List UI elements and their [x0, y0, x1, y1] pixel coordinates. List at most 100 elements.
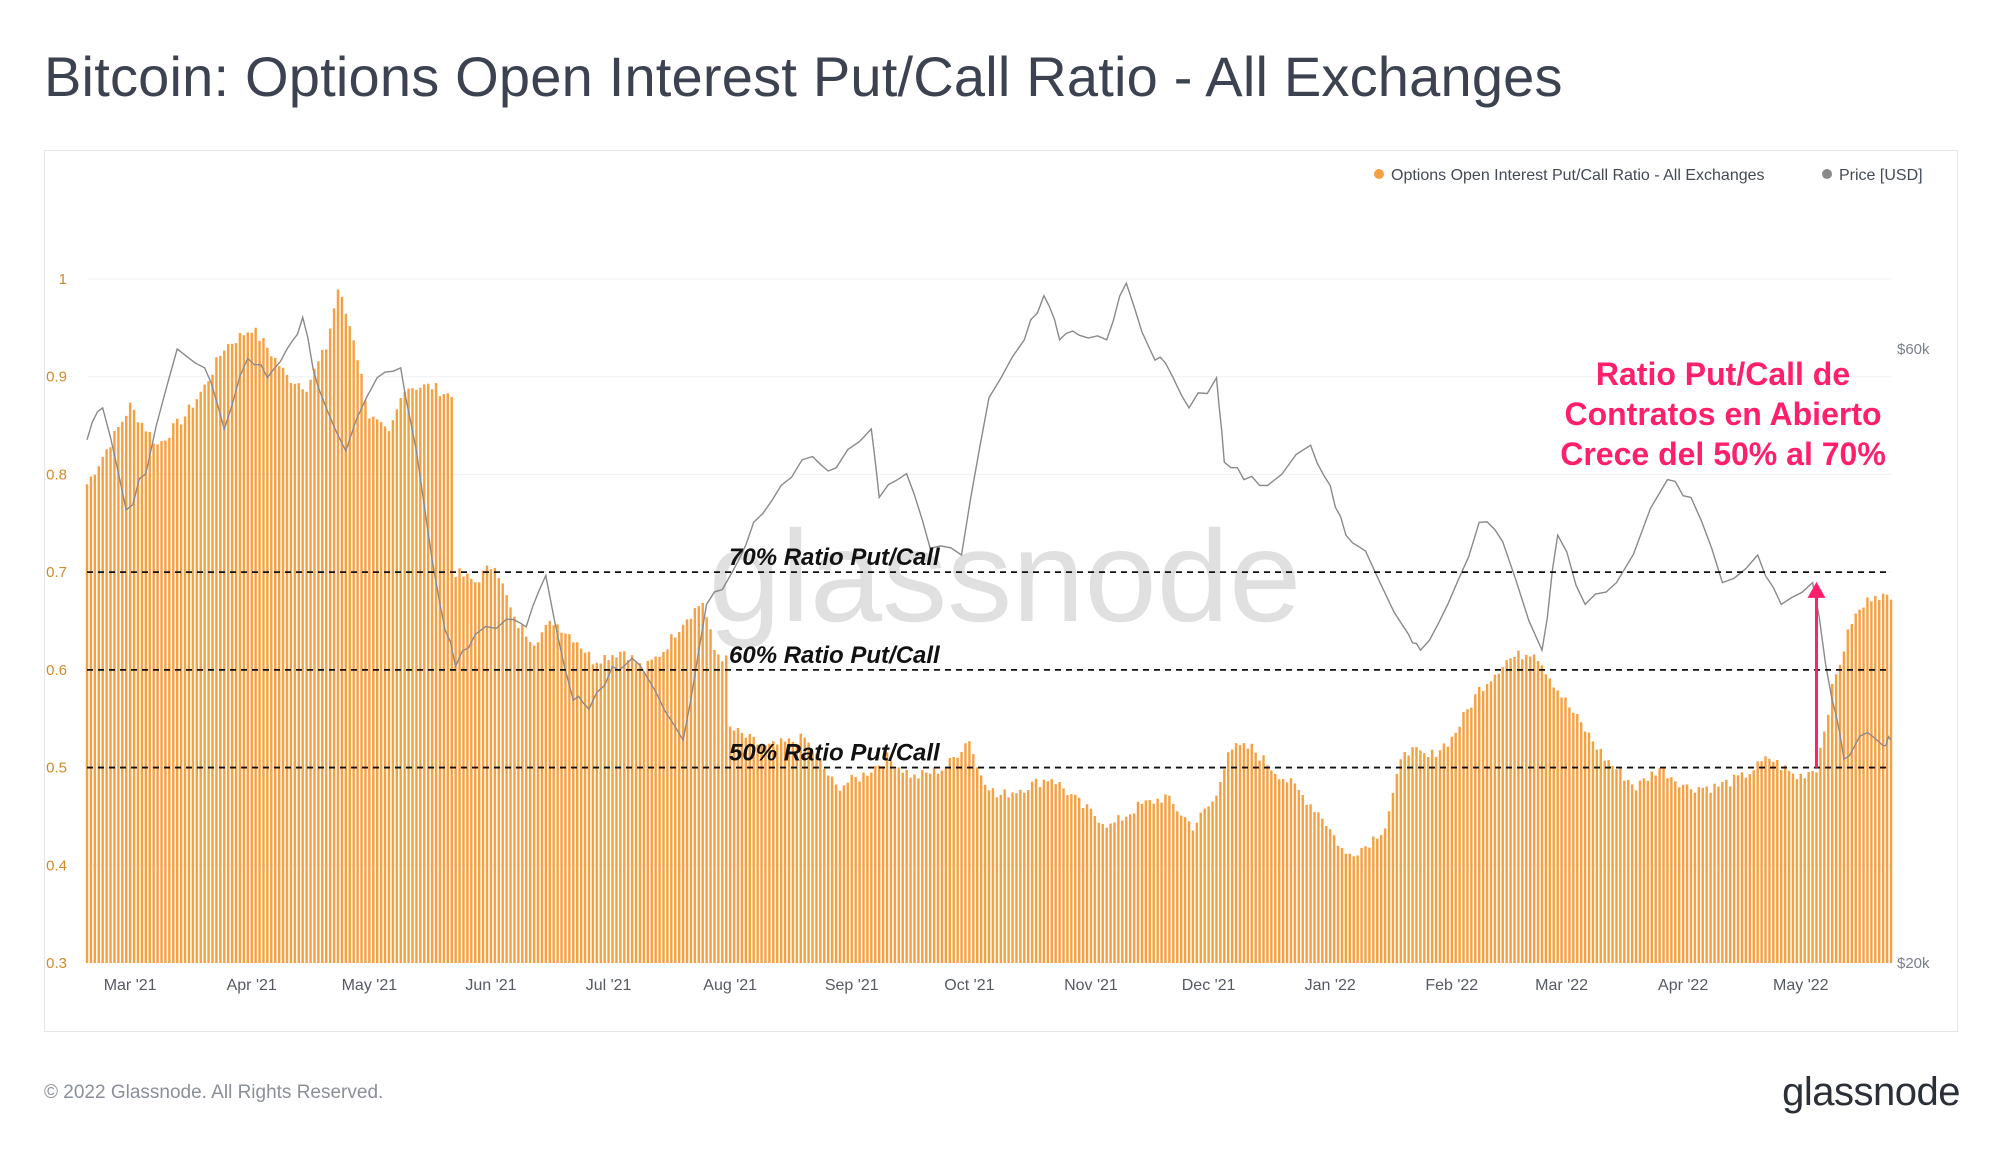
- ratio-bar: [293, 383, 297, 963]
- ratio-bar: [1054, 784, 1057, 963]
- ratio-bar: [395, 409, 399, 963]
- reference-line-label: 50% Ratio Put/Call: [729, 740, 941, 767]
- ratio-bar: [1791, 773, 1795, 963]
- ratio-bar: [250, 332, 253, 963]
- ratio-bar: [379, 422, 383, 963]
- ratio-bar: [1097, 822, 1101, 963]
- ratio-bar: [183, 416, 187, 963]
- ratio-bar: [681, 624, 685, 963]
- ratio-bar: [1411, 747, 1414, 963]
- y-tick-label: 0.3: [46, 955, 67, 972]
- ratio-bar: [454, 576, 457, 963]
- x-tick-label: Feb '22: [1425, 977, 1478, 994]
- ratio-bar: [152, 443, 155, 963]
- ratio-bar: [1395, 773, 1399, 963]
- ratio-bar: [1544, 674, 1548, 963]
- ratio-bar: [1430, 749, 1434, 963]
- ratio-bar: [1109, 823, 1112, 963]
- ratio-bar: [497, 578, 500, 963]
- ratio-bar: [685, 619, 689, 963]
- ratio-bar: [532, 645, 536, 963]
- ratio-bar: [960, 751, 963, 963]
- ratio-bar: [1446, 746, 1450, 963]
- ratio-bar: [470, 578, 473, 963]
- ratio-bar: [509, 607, 512, 963]
- price-line-group: [86, 281, 1892, 761]
- y-tick-label: 0.8: [46, 466, 67, 483]
- ratio-bar: [630, 655, 634, 963]
- ratio-bar: [987, 790, 991, 963]
- ratio-bar: [1321, 818, 1324, 963]
- ratio-bar: [1148, 800, 1152, 963]
- legend-label-price: Price [USD]: [1839, 167, 1923, 184]
- ratio-bar: [1678, 787, 1681, 963]
- x-tick-label: Oct '21: [944, 977, 994, 994]
- ratio-bar: [1407, 755, 1410, 963]
- ratio-bar: [674, 637, 677, 963]
- ratio-bar: [168, 437, 171, 964]
- ratio-bar: [1144, 800, 1148, 963]
- ratio-bar: [305, 391, 308, 963]
- ratio-bar: [1485, 684, 1489, 963]
- ratio-bar: [383, 426, 387, 963]
- ratio-bar: [1403, 751, 1406, 963]
- ratio-bar: [1815, 772, 1818, 963]
- ratio-bar: [921, 770, 924, 963]
- ratio-bar: [1372, 836, 1375, 963]
- ratio-bar: [1128, 814, 1132, 963]
- ratio-bar: [462, 576, 465, 963]
- ratio-bar: [332, 308, 336, 963]
- ratio-bar: [964, 743, 967, 963]
- ratio-bar: [1317, 812, 1320, 963]
- ratio-bar: [830, 776, 834, 963]
- ratio-bar: [1623, 780, 1626, 963]
- ratio-bar: [148, 431, 151, 963]
- ratio-bar: [1576, 714, 1579, 963]
- ratio-bar: [1885, 594, 1889, 963]
- ratio-bar: [1795, 779, 1799, 963]
- ratio-bar: [1595, 749, 1599, 963]
- ratio-bar: [1438, 750, 1442, 963]
- ratio-bar: [128, 402, 132, 963]
- ratio-bar: [705, 617, 708, 963]
- ratio-bar: [560, 632, 563, 963]
- ratio-bar: [1168, 795, 1171, 963]
- ratio-bar: [626, 659, 630, 963]
- ratio-bar: [1015, 793, 1018, 963]
- ratio-bar: [1525, 654, 1528, 963]
- ratio-bar: [1560, 697, 1563, 963]
- ratio-bar: [109, 447, 112, 963]
- ratio-bar: [207, 381, 210, 963]
- ratio-bar: [89, 476, 93, 963]
- ratio-bar: [360, 373, 363, 963]
- ratio-bar: [121, 421, 124, 964]
- ratio-bar: [1301, 795, 1304, 963]
- ratio-bar: [1187, 821, 1191, 963]
- ratio-bar: [1289, 778, 1293, 963]
- ratio-bar: [838, 790, 842, 963]
- ratio-bar: [528, 642, 532, 963]
- x-tick-label: Aug '21: [703, 977, 757, 994]
- ratio-bar: [1768, 758, 1771, 963]
- ratio-bar: [1764, 756, 1767, 963]
- ratio-bar: [807, 742, 810, 963]
- ratio-bar: [728, 726, 732, 963]
- ratio-bar: [889, 760, 893, 963]
- ratio-bar: [1783, 765, 1787, 963]
- ratio-bar: [1442, 743, 1446, 963]
- ratio-bar: [1650, 771, 1653, 963]
- ratio-bar: [387, 431, 391, 963]
- ratio-bar: [1113, 822, 1116, 963]
- ratio-bar: [1262, 755, 1265, 963]
- y-tick-label: 1: [59, 271, 67, 288]
- ratio-bar: [623, 651, 626, 963]
- ratio-bar: [1242, 743, 1246, 963]
- ratio-bar: [1042, 779, 1046, 963]
- ratio-bar: [434, 383, 438, 964]
- x-tick-label: Jun '21: [465, 977, 516, 994]
- reference-line-label: 70% Ratio Put/Call: [729, 544, 941, 571]
- ratio-bar: [423, 384, 426, 963]
- y-tick-label: 0.4: [46, 857, 67, 874]
- ratio-bar: [1732, 774, 1736, 963]
- ratio-bar: [477, 582, 481, 963]
